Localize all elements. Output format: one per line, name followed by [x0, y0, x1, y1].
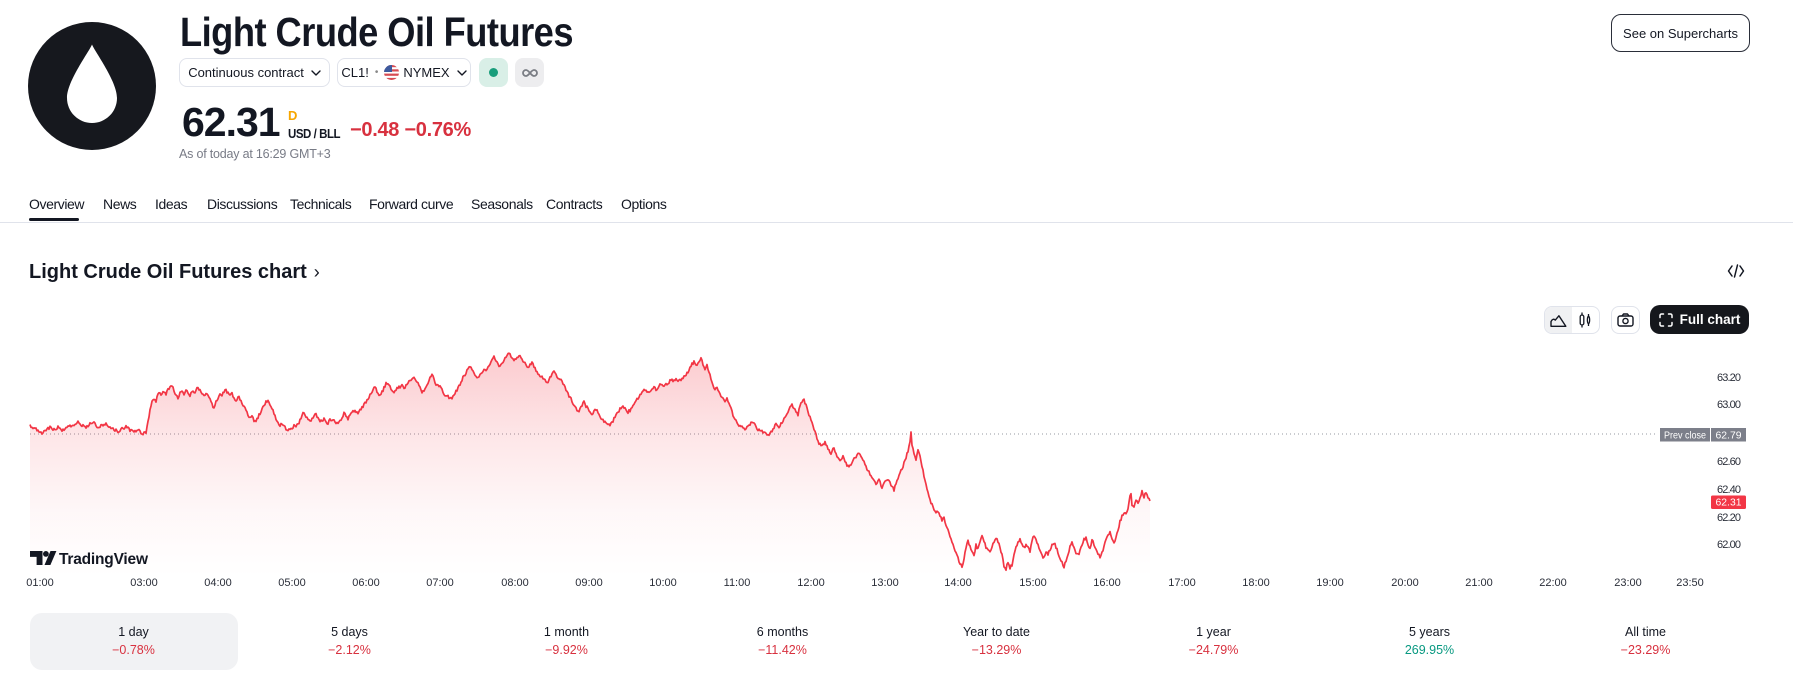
svg-text:22:00: 22:00 — [1539, 577, 1567, 589]
svg-text:05:00: 05:00 — [278, 577, 306, 589]
svg-text:16:00: 16:00 — [1093, 577, 1121, 589]
svg-text:63.00: 63.00 — [1717, 399, 1741, 411]
svg-text:Prev close: Prev close — [1664, 430, 1706, 442]
svg-text:21:00: 21:00 — [1465, 577, 1493, 589]
svg-text:01:00: 01:00 — [26, 577, 54, 589]
svg-text:13:00: 13:00 — [871, 577, 899, 589]
svg-text:09:00: 09:00 — [575, 577, 603, 589]
svg-text:10:00: 10:00 — [649, 577, 677, 589]
svg-text:23:50: 23:50 — [1676, 577, 1704, 589]
svg-text:08:00: 08:00 — [501, 577, 529, 589]
svg-text:07:00: 07:00 — [426, 577, 454, 589]
svg-text:15:00: 15:00 — [1019, 577, 1047, 589]
svg-text:TradingView: TradingView — [59, 551, 149, 568]
svg-text:11:00: 11:00 — [724, 577, 751, 589]
svg-text:23:00: 23:00 — [1614, 577, 1642, 589]
svg-text:62.40: 62.40 — [1717, 484, 1741, 496]
svg-text:03:00: 03:00 — [130, 577, 158, 589]
svg-text:06:00: 06:00 — [352, 577, 380, 589]
svg-text:62.79: 62.79 — [1716, 430, 1742, 442]
svg-text:12:00: 12:00 — [797, 577, 825, 589]
svg-text:14:00: 14:00 — [944, 577, 972, 589]
svg-text:04:00: 04:00 — [204, 577, 232, 589]
svg-text:62.00: 62.00 — [1717, 539, 1741, 551]
svg-text:19:00: 19:00 — [1316, 577, 1344, 589]
svg-text:20:00: 20:00 — [1391, 577, 1419, 589]
svg-text:62.20: 62.20 — [1717, 512, 1741, 524]
svg-text:63.20: 63.20 — [1717, 372, 1741, 384]
svg-text:17:00: 17:00 — [1168, 577, 1196, 589]
svg-text:62.31: 62.31 — [1716, 497, 1742, 509]
svg-text:18:00: 18:00 — [1242, 577, 1270, 589]
svg-text:62.60: 62.60 — [1717, 456, 1741, 468]
